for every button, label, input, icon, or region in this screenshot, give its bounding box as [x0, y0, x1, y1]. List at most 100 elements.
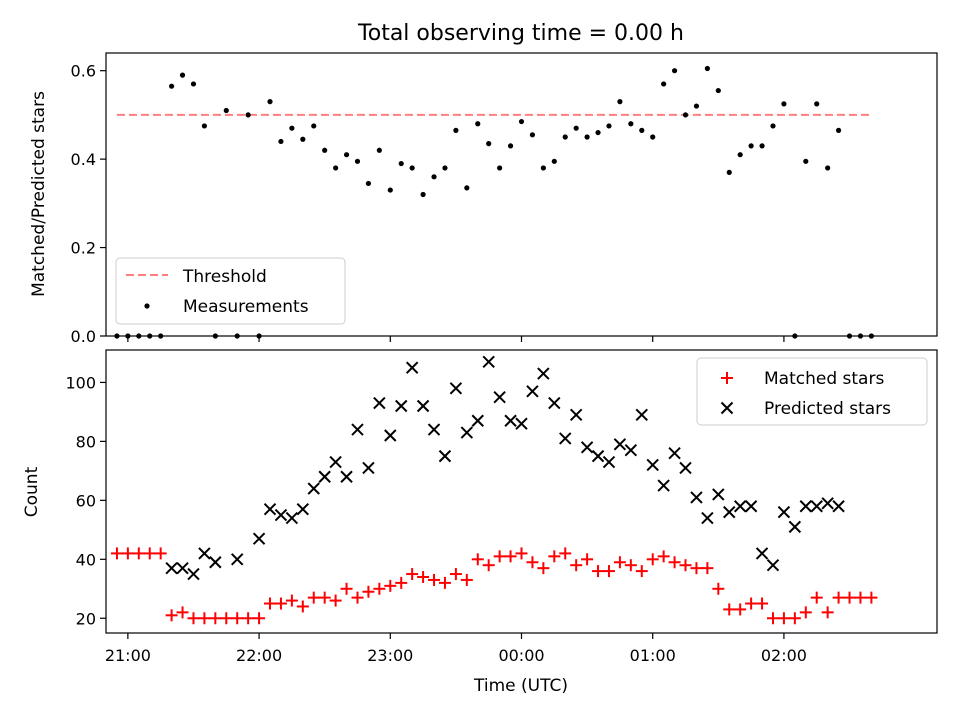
matched-star-point [777, 612, 790, 625]
predicted-star-point [515, 417, 528, 430]
data-layer [110, 355, 878, 625]
predicted-star-point [438, 449, 452, 463]
matched-star-point [121, 547, 134, 560]
y-tick-label: 0.4 [71, 150, 96, 169]
matched-star-point [854, 591, 867, 604]
predicted-star-point [307, 482, 320, 495]
y-tick-label: 0.0 [71, 327, 96, 346]
predicted-star-point [537, 367, 550, 380]
predicted-star-point [624, 444, 638, 457]
matched-star-point [865, 591, 878, 604]
measurement-point [311, 123, 317, 129]
predicted-star-point [526, 385, 539, 398]
predicted-star-point [613, 438, 627, 451]
legend-measurements-swatch [144, 303, 150, 309]
predicted-star-point [384, 429, 397, 442]
legend-measurements-label: Measurements [183, 297, 309, 317]
matched-star-point [570, 559, 583, 572]
matched-star-point [821, 606, 834, 619]
matched-star-point [635, 565, 648, 578]
predicted-star-point [646, 458, 659, 472]
predicted-star-point [318, 470, 331, 483]
measurement-point [442, 165, 448, 171]
top-plot-panel: 0.0 0.2 0.4 0.6 Threshold Measurements [71, 52, 938, 346]
measurement-point [573, 125, 579, 131]
matched-star-point [274, 597, 287, 610]
matched-star-point [406, 568, 419, 581]
measurement-point [759, 143, 765, 149]
legend-box [696, 357, 928, 426]
matched-star-point [592, 565, 605, 578]
matched-star-point [701, 562, 714, 575]
y-tick-label: 20 [76, 609, 96, 628]
matched-star-point [482, 559, 495, 572]
measurement-point [223, 107, 229, 114]
chart-title: Total observing time = 0.00 h [357, 21, 684, 46]
matched-star-point [788, 612, 801, 625]
predicted-star-point [176, 561, 189, 575]
matched-star-point [745, 597, 758, 610]
matched-star-point [176, 606, 189, 619]
predicted-star-point [471, 414, 484, 427]
measurement-point [343, 152, 350, 158]
axes-frame [105, 349, 938, 634]
measurement-point [682, 112, 689, 118]
measurement-point [201, 123, 208, 129]
predicted-star-point [821, 497, 834, 510]
measurement-point [693, 103, 700, 109]
measurement-point [507, 143, 514, 149]
matched-star-point [154, 547, 167, 560]
measurement-point [190, 81, 197, 87]
predicted-star-point [701, 511, 714, 525]
y-tick-label: 0.6 [71, 62, 96, 81]
measurement-point [420, 191, 426, 198]
matched-star-point [384, 579, 397, 592]
matched-star-point [581, 553, 594, 566]
matched-star-point [471, 553, 484, 566]
predicted-star-point [777, 505, 791, 519]
measurement-point [704, 65, 710, 72]
matched-star-point [428, 573, 441, 586]
bottom-plot-panel: 20 40 60 80 100 21:00 22:00 23:00 00:00 01:00 02:0… [65, 349, 938, 665]
measurement-point [551, 158, 557, 164]
matched-star-point [734, 603, 747, 616]
predicted-star-point [395, 399, 408, 413]
matched-star-point [417, 570, 430, 583]
measurement-point [518, 118, 525, 125]
matched-star-point [143, 547, 156, 560]
predicted-star-point [733, 500, 747, 513]
measurement-point [453, 127, 459, 133]
matched-star-point [362, 585, 375, 598]
predicted-star-point [165, 561, 178, 575]
matched-star-point [198, 612, 211, 625]
measurement-point [540, 165, 546, 171]
predicted-star-point [449, 382, 463, 395]
predicted-star-point [580, 441, 594, 454]
measurement-point [169, 83, 175, 89]
matched-star-point [690, 562, 703, 575]
matched-star-point [799, 606, 812, 619]
matched-star-point [624, 559, 637, 572]
measurement-point [606, 123, 612, 129]
measurement-point [431, 174, 437, 180]
x-tick-label: 22:00 [236, 646, 282, 665]
predicted-star-point [460, 426, 474, 439]
measurement-point [835, 127, 842, 133]
predicted-star-point [755, 547, 769, 560]
x-tick-label: 02:00 [761, 646, 807, 665]
y-tick-label: 60 [76, 491, 96, 510]
matched-star-point [843, 591, 856, 604]
predicted-star-point [766, 558, 780, 572]
matched-star-point [723, 603, 736, 616]
predicted-star-point [362, 461, 375, 475]
measurement-point [628, 121, 634, 127]
axes-frame [105, 52, 938, 337]
measurement-point [595, 129, 601, 136]
measurement-point [322, 147, 328, 153]
matched-star-point [460, 573, 473, 586]
matched-star-point [329, 594, 342, 607]
matched-star-point [668, 556, 681, 569]
x-tick-label: 00:00 [498, 646, 544, 665]
y-tick-label: 80 [76, 432, 96, 451]
